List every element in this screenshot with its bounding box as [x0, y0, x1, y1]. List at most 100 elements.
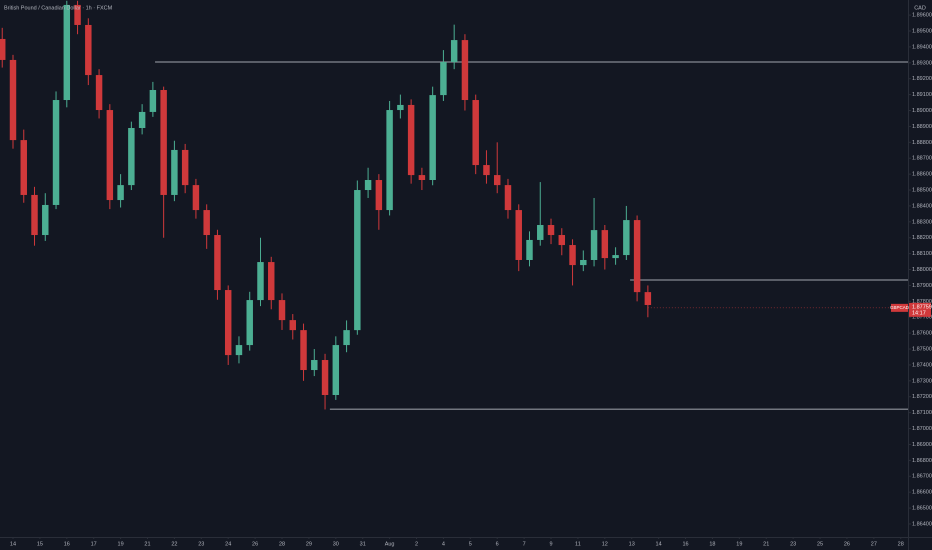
- candle-body: [364, 180, 372, 191]
- y-tick-label: 1.89000: [912, 108, 932, 114]
- x-tick-label: 29: [306, 541, 312, 547]
- x-tick-label: 14: [10, 541, 16, 547]
- countdown-label: 14:17: [912, 310, 926, 316]
- x-tick-label: 23: [790, 541, 796, 547]
- candle-body: [590, 230, 598, 260]
- candle-body: [569, 245, 576, 266]
- candle-body: [138, 111, 146, 129]
- chart-title: British Pound / Canadian Dollar · 1h · F…: [4, 5, 113, 11]
- candle-body: [386, 110, 393, 211]
- x-tick-label: 21: [144, 541, 150, 547]
- candle-body: [332, 345, 340, 395]
- x-tick-label: 27: [871, 541, 877, 547]
- candle-body: [160, 90, 167, 195]
- candle-body: [128, 128, 135, 186]
- x-tick-label: 11: [575, 541, 581, 547]
- x-tick-label: 5: [469, 541, 472, 547]
- y-tick-label: 1.89600: [912, 13, 932, 19]
- x-tick-label: 12: [602, 541, 608, 547]
- candle-body: [375, 180, 383, 211]
- candle-body: [515, 210, 522, 260]
- y-tick-label: 1.86400: [912, 521, 932, 527]
- candle-body: [461, 40, 469, 101]
- y-tick-label: 1.88800: [912, 140, 932, 146]
- axes: 1.86400 1.86500 1.86600 1.86700 1.86800 1.869…: [10, 13, 932, 548]
- candle-body: [623, 220, 630, 256]
- y-tick-label: 1.87600: [912, 331, 932, 337]
- candle-body: [450, 40, 458, 63]
- y-tick-label: 1.87100: [912, 410, 932, 416]
- candle-body: [9, 59, 17, 141]
- y-tick-label: 1.88100: [912, 251, 932, 257]
- candle-body: [429, 95, 436, 181]
- x-tick-label: 19: [736, 541, 742, 547]
- candle-body: [246, 300, 253, 346]
- x-tick-label: 26: [252, 541, 258, 547]
- candle-body: [257, 262, 264, 301]
- last-price-label: 1.87759: [912, 304, 932, 310]
- candle-body: [95, 75, 103, 111]
- x-tick-label: 28: [279, 541, 285, 547]
- y-tick-label: 1.86600: [912, 490, 932, 496]
- candle-body: [440, 62, 447, 96]
- candle-body: [483, 165, 490, 176]
- candle-body: [537, 225, 544, 240]
- y-tick-label: 1.86700: [912, 474, 932, 480]
- candle-body: [31, 194, 38, 236]
- candle-body: [601, 230, 609, 259]
- x-tick-label: 18: [709, 541, 715, 547]
- x-tick-label: 6: [496, 541, 499, 547]
- y-tick-label: 1.89100: [912, 92, 932, 98]
- candle-body: [74, 4, 81, 25]
- candle-body: [192, 185, 200, 211]
- candle-body: [63, 4, 71, 101]
- plot-area: [0, 0, 908, 410]
- x-tick-label: 4: [442, 541, 445, 547]
- y-tick-label: 1.87700: [912, 315, 932, 321]
- candle-body: [407, 104, 415, 176]
- y-tick-label: 1.87400: [912, 362, 932, 368]
- candle-body: [504, 185, 512, 211]
- currency-label: CAD: [914, 5, 926, 11]
- candle-body: [235, 345, 243, 356]
- y-tick-label: 1.88000: [912, 267, 932, 273]
- y-tick-label: 1.88500: [912, 187, 932, 193]
- candle-body: [633, 220, 641, 293]
- candle-body: [321, 360, 329, 395]
- candle-body: [85, 24, 92, 76]
- y-tick-label: 1.89500: [912, 28, 932, 34]
- candle-body: [181, 149, 189, 186]
- candle-body: [343, 330, 350, 346]
- symbol-tag: [891, 303, 908, 312]
- y-tick-label: 1.87800: [912, 299, 932, 305]
- y-tick-label: 1.87900: [912, 283, 932, 289]
- candle-body: [311, 360, 318, 371]
- y-tick-label: 1.88400: [912, 203, 932, 209]
- x-tick-label: 24: [225, 541, 231, 547]
- y-tick-label: 1.88300: [912, 219, 932, 225]
- y-tick-label: 1.89400: [912, 44, 932, 50]
- candle-body: [42, 204, 49, 236]
- x-tick-label: 22: [171, 541, 177, 547]
- candle-body: [278, 300, 286, 321]
- x-tick-label: 14: [656, 541, 662, 547]
- y-tick-label: 1.87300: [912, 378, 932, 384]
- candle-body: [106, 110, 114, 201]
- x-tick-label: 26: [844, 541, 850, 547]
- candle-body: [472, 100, 479, 166]
- y-tick-label: 1.88600: [912, 172, 932, 178]
- x-tick-label: 16: [64, 541, 70, 547]
- candle-body: [612, 255, 619, 259]
- y-tick-label: 1.87000: [912, 426, 932, 432]
- y-tick-label: 1.86900: [912, 442, 932, 448]
- candle-body: [0, 38, 6, 60]
- y-tick-label: 1.86500: [912, 506, 932, 512]
- x-tick-label: 15: [37, 541, 43, 547]
- x-tick-label: 2: [415, 541, 418, 547]
- candle-body: [203, 210, 210, 236]
- x-tick-label: Aug: [385, 541, 395, 547]
- y-tick-label: 1.86800: [912, 458, 932, 464]
- candle-body: [300, 330, 307, 371]
